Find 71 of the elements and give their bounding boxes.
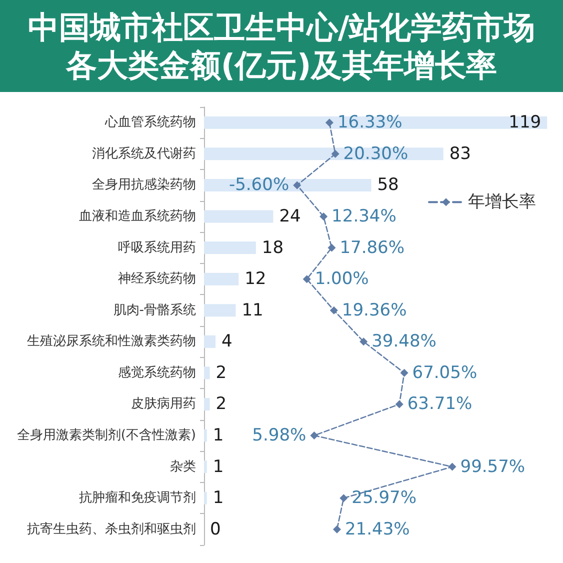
bar <box>204 429 207 442</box>
data-label: 63.71% <box>407 394 472 414</box>
point <box>320 212 328 220</box>
point <box>310 432 318 440</box>
data-label: 2 <box>216 362 227 383</box>
data-label: 67.05% <box>412 362 478 383</box>
point <box>400 368 408 377</box>
data-label: -5.60% <box>228 175 290 196</box>
point <box>448 462 456 471</box>
bar <box>204 178 372 192</box>
y-tick-label: 血液和造血系统药物 <box>79 209 196 224</box>
bar <box>204 210 274 223</box>
point <box>293 181 302 190</box>
data-label: 58 <box>377 175 399 196</box>
y-tick-label: 全身用抗感染药物 <box>92 178 196 193</box>
point <box>395 400 404 408</box>
data-label: 21.43% <box>344 519 410 540</box>
y-tick-label: 呼吸系统用药 <box>118 240 196 256</box>
y-tick-label: 抗寄生虫药、杀虫剂和驱虫剂 <box>27 520 196 537</box>
data-label: 12.34% <box>332 206 396 226</box>
data-label: 16.33% <box>337 112 402 133</box>
data-label: 18 <box>262 238 284 258</box>
bar <box>204 492 207 504</box>
bar <box>204 116 548 129</box>
data-label: 24 <box>279 206 301 226</box>
y-tick-label: 神经系统药物 <box>118 272 196 287</box>
y-tick-label: 生殖泌尿系统和性激素类药物 <box>27 334 196 350</box>
data-label: 2 <box>216 394 227 414</box>
bar <box>204 398 210 410</box>
data-label: 0 <box>210 519 221 540</box>
legend-label: 年增长率 <box>468 192 536 212</box>
bar <box>204 304 236 317</box>
data-label: 83 <box>449 144 471 164</box>
point <box>340 494 348 502</box>
point <box>360 338 368 346</box>
data-label: 11 <box>242 300 264 320</box>
data-label: 20.30% <box>343 144 408 164</box>
bar <box>204 366 210 380</box>
y-tick-label: 消化系统及代谢药 <box>92 146 196 162</box>
point <box>331 150 340 158</box>
bar <box>204 148 444 160</box>
data-label: 39.48% <box>372 332 436 352</box>
point <box>302 275 311 284</box>
y-tick-label: 心血管系统药物 <box>104 114 196 130</box>
y-tick-label: 感觉系统药物 <box>118 365 196 380</box>
data-label: 1 <box>212 456 224 477</box>
y-tick-label: 皮肤病用药 <box>131 396 196 412</box>
data-label: 17.86% <box>340 238 405 258</box>
y-tick-label: 抗肿瘤和免疫调节剂 <box>79 490 196 506</box>
chart-title: 中国城市社区卫生中心/站化学药市场各大类金额(亿元)及其年增长率 <box>0 0 563 92</box>
bar <box>204 272 239 286</box>
data-label: 99.57% <box>460 456 526 477</box>
data-label: 119 <box>508 112 542 133</box>
y-tick-label: 全身用激素类制剂(不含性激素) <box>16 427 196 443</box>
data-label: 19.36% <box>342 300 407 320</box>
point <box>330 306 338 314</box>
bar <box>204 242 256 254</box>
data-label: 12 <box>244 269 266 290</box>
data-label: 25.97% <box>352 488 416 508</box>
point <box>325 118 334 127</box>
point <box>332 525 341 534</box>
data-label: 4 <box>222 332 232 352</box>
data-label: 1.00% <box>314 269 369 290</box>
y-tick-label: 杂类 <box>170 459 196 474</box>
data-label: 5.98% <box>252 426 306 446</box>
y-tick-label: 肌肉-骨骼系统 <box>113 302 196 318</box>
data-label: 1 <box>212 426 224 446</box>
data-label: 1 <box>212 488 224 508</box>
point <box>328 244 336 252</box>
bar <box>204 460 207 474</box>
bar <box>204 335 216 348</box>
